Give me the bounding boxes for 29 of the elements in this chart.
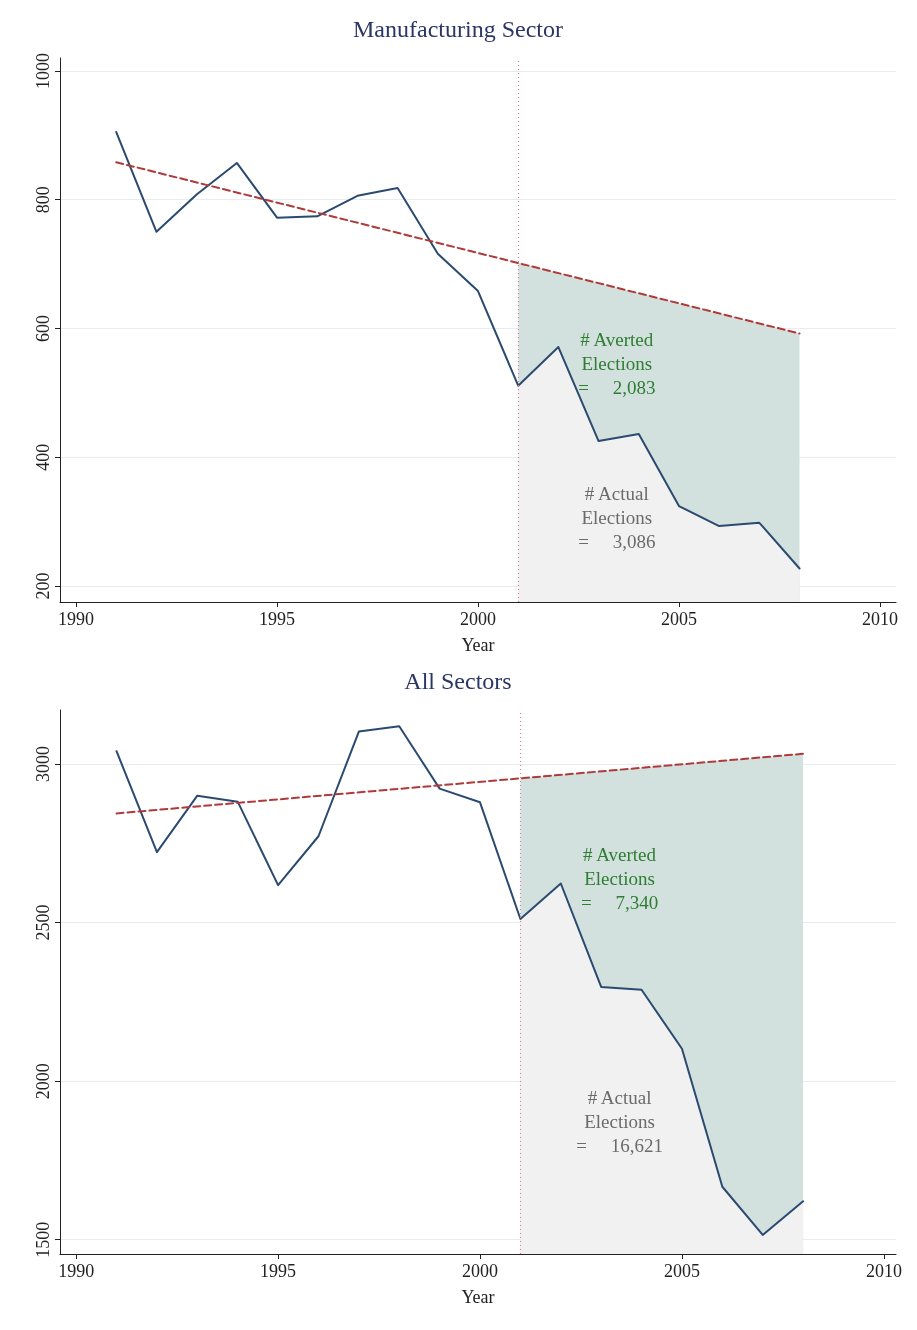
x-tick-label: 1995 — [260, 1261, 297, 1281]
x-tick-label: 2010 — [861, 609, 898, 629]
line-series — [115, 725, 805, 1236]
x-tick-label: 2000 — [460, 609, 496, 629]
annotation: # Actual Elections = 16,621 — [576, 1087, 663, 1157]
annotation: # Averted Elections = 7,340 — [580, 844, 659, 914]
annotation: # Actual Elections = 3,086 — [578, 483, 656, 553]
x-tick-label: 2005 — [660, 609, 697, 629]
y-tick-label: 1500 — [33, 1221, 53, 1258]
x-tick-label: 1995 — [259, 609, 296, 629]
annotation: # Averted Elections = 2,083 — [578, 328, 656, 398]
y-tick-label: 200 — [33, 572, 53, 600]
y-tick-label: 2500 — [33, 904, 53, 941]
chart-title: All Sectors — [404, 668, 512, 694]
y-tick-label: 600 — [33, 314, 53, 342]
y-tick-label: 800 — [33, 186, 53, 214]
x-axis-title: Year — [461, 1287, 495, 1307]
line-series — [115, 131, 801, 570]
x-tick-label: 1990 — [58, 609, 95, 629]
x-tick-label: 2005 — [663, 1261, 700, 1281]
chart-title: Manufacturing Sector — [353, 16, 563, 42]
y-tick-label: 400 — [33, 443, 53, 471]
y-tick-label: 3000 — [33, 745, 53, 782]
x-axis-title: Year — [461, 635, 495, 655]
x-tick-label: 2000 — [462, 1261, 499, 1281]
x-tick-label: 2010 — [865, 1261, 902, 1281]
y-tick-label: 2000 — [33, 1063, 53, 1100]
y-tick-label: 1000 — [33, 52, 53, 89]
x-tick-label: 1990 — [58, 1261, 95, 1281]
